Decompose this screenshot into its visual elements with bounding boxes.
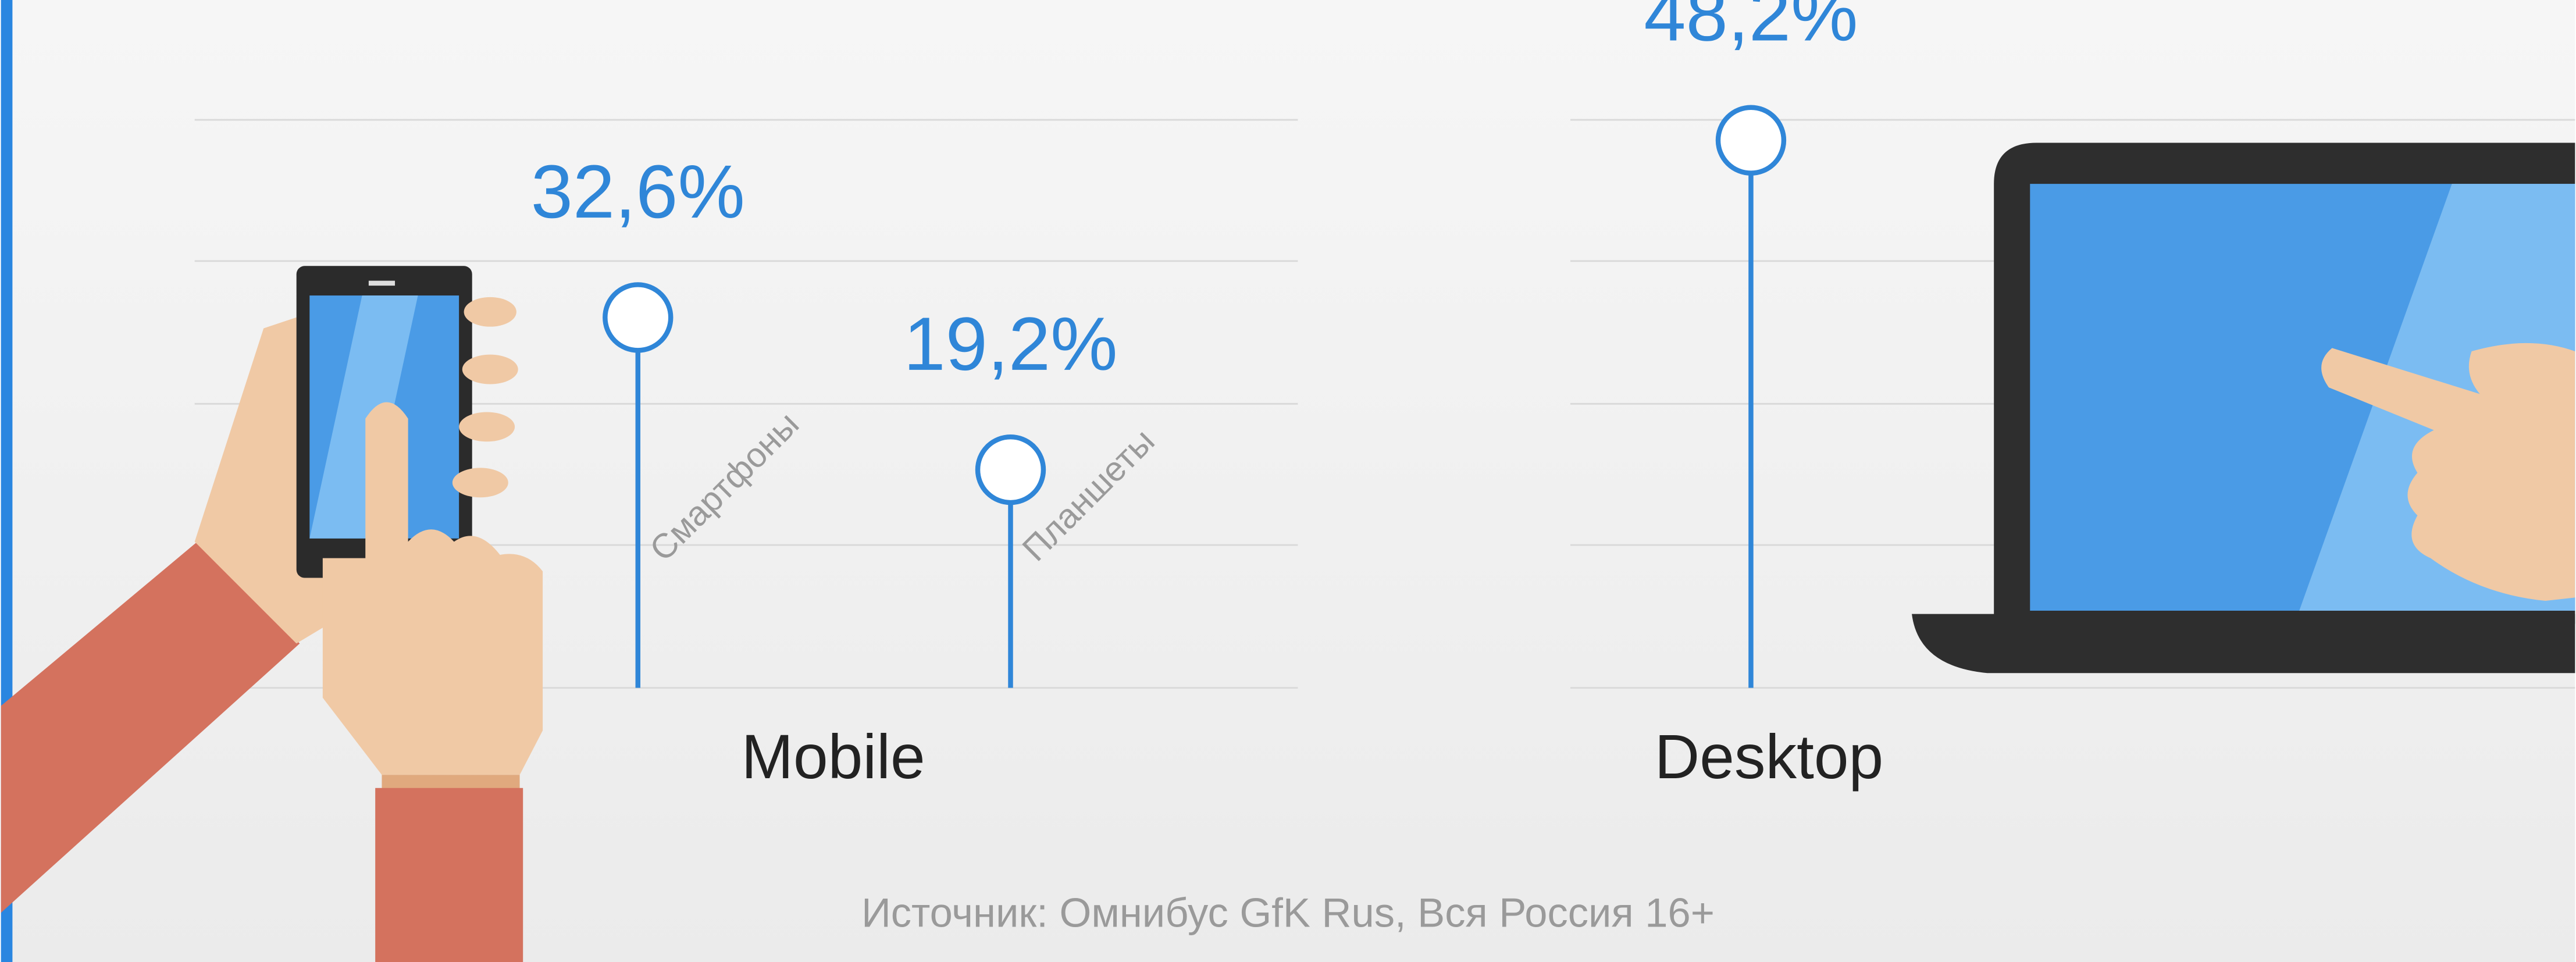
finger xyxy=(462,355,518,384)
dot xyxy=(605,284,671,350)
dot xyxy=(1718,108,1784,173)
sleeve xyxy=(375,788,523,962)
speaker xyxy=(369,281,395,286)
laptop-base xyxy=(1912,614,2575,674)
page: Mobile32,6%Смартфоны19,2%ПланшетыDesktop… xyxy=(0,0,2576,962)
chart: Mobile32,6%Смартфоны19,2%ПланшетыDesktop… xyxy=(0,0,2576,962)
finger xyxy=(464,297,516,327)
group-label: Desktop xyxy=(1655,722,1883,792)
value-label: 48,2% xyxy=(1644,0,1858,56)
laptop-illustration xyxy=(1912,143,2575,674)
source-note: Источник: Омнибус GfK Rus, Вся Россия 16… xyxy=(861,890,1715,936)
finger xyxy=(453,468,508,497)
group-label: Mobile xyxy=(742,722,925,792)
value-label: 19,2% xyxy=(903,301,1117,386)
finger xyxy=(459,412,515,441)
value-label: 32,6% xyxy=(531,149,745,234)
dot xyxy=(978,437,1043,503)
